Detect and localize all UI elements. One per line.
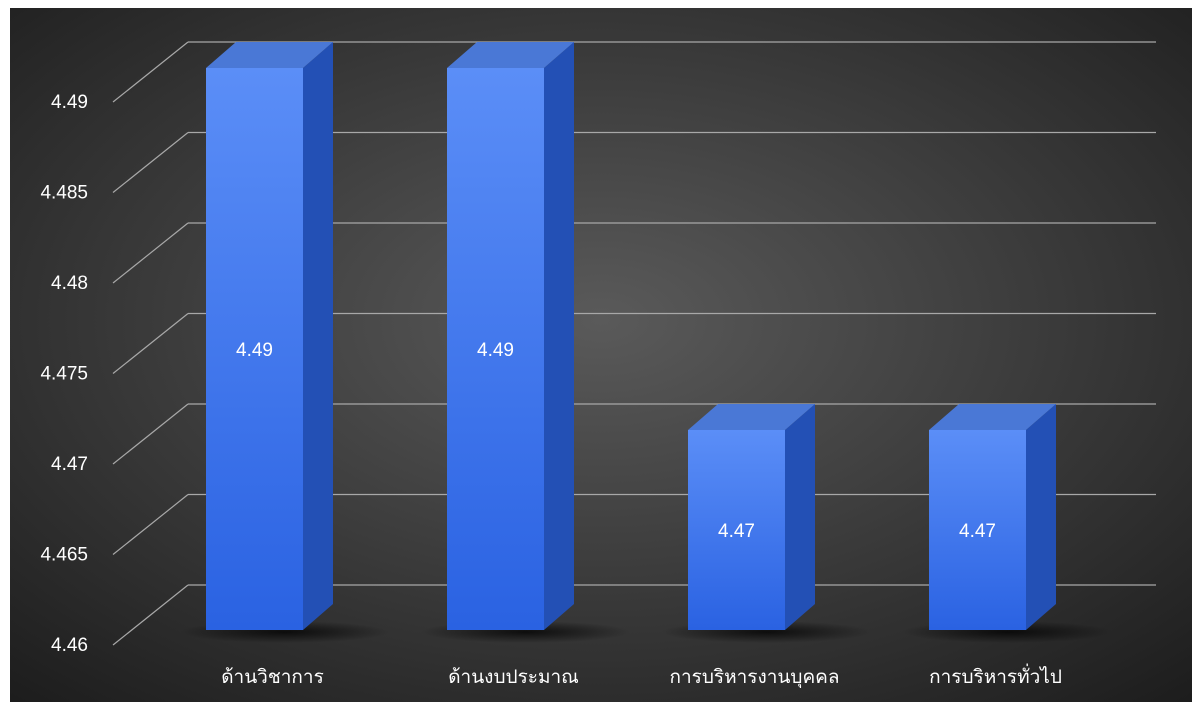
gridline-diagonal <box>112 403 189 465</box>
bar-top-face <box>447 42 574 68</box>
bars: 4.49 4.49 4.47 4.47 <box>179 42 1113 643</box>
x-axis-ticks: ด้านวิชาการ ด้านงบประมาณ การบริหารงานบุคคล… <box>221 663 1062 689</box>
y-tick-label: 4.475 <box>40 364 88 385</box>
x-tick-label: การบริหารทั่วไป <box>929 663 1062 688</box>
gridline-diagonal <box>112 494 189 555</box>
bar-3: 4.47 <box>661 404 872 643</box>
y-tick-label: 4.49 <box>51 92 88 113</box>
y-tick-label: 4.47 <box>51 454 88 475</box>
bar-side-face <box>785 404 815 630</box>
bar-side-face <box>544 42 574 630</box>
y-tick-label: 4.465 <box>40 545 88 566</box>
bar-front-face <box>929 430 1026 630</box>
bar-4: 4.47 <box>902 404 1113 643</box>
y-tick-label: 4.485 <box>40 183 88 204</box>
bar-value-label: 4.49 <box>236 340 273 361</box>
x-tick-label: การบริหารงานบุคคล <box>669 667 839 689</box>
bar-value-label: 4.47 <box>959 521 996 542</box>
bar-value-label: 4.49 <box>477 340 514 361</box>
gridlines <box>112 41 1156 646</box>
bar-value-label: 4.47 <box>718 521 755 542</box>
y-tick-label: 4.46 <box>51 635 88 656</box>
y-tick-label: 4.48 <box>51 273 88 294</box>
gridline-diagonal <box>112 132 189 193</box>
gridline-diagonal <box>112 584 189 646</box>
gridline-diagonal <box>112 313 189 374</box>
bar-front-face <box>688 430 785 630</box>
bar-1: 4.49 <box>179 42 390 643</box>
bar-side-face <box>1026 404 1056 630</box>
x-tick-label: ด้านวิชาการ <box>221 667 324 688</box>
bar-top-face <box>929 404 1056 430</box>
gridline-diagonal <box>112 222 189 284</box>
bar-front-face <box>206 68 303 630</box>
gridline-diagonal <box>112 41 189 103</box>
y-axis-ticks: 4.46 4.465 4.47 4.475 4.48 4.485 4.49 <box>40 92 88 656</box>
bar-2: 4.49 <box>420 42 631 643</box>
bar-top-face <box>206 42 333 68</box>
bar-front-face <box>447 68 544 630</box>
bar-top-face <box>688 404 815 430</box>
x-tick-label: ด้านงบประมาณ <box>448 667 579 688</box>
bar-side-face <box>303 42 333 630</box>
